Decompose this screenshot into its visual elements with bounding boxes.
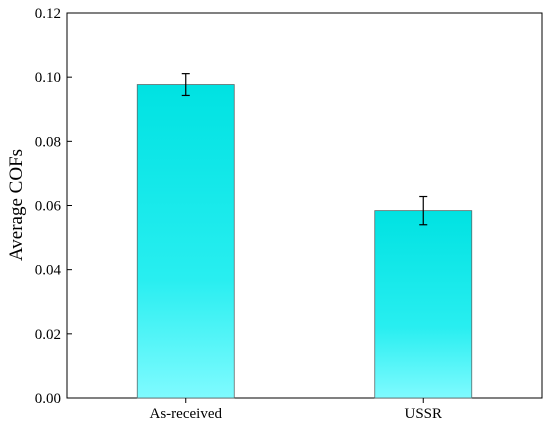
y-tick-label: 0.08 [35, 134, 61, 150]
y-tick-label: 0.00 [35, 391, 61, 407]
y-tick-label: 0.06 [35, 199, 62, 215]
x-tick-label: As-received [150, 406, 223, 422]
y-tick-label: 0.04 [35, 263, 62, 279]
y-tick-label: 0.12 [35, 6, 61, 22]
y-tick-label: 0.02 [35, 327, 61, 343]
x-axis-ticks: As-received USSR [150, 398, 442, 422]
bar [374, 210, 473, 399]
y-axis-ticks: 0.00 0.02 0.04 0.06 0.08 0.10 0.12 [35, 6, 72, 407]
y-axis-title: Average COFs [6, 149, 27, 261]
bar [136, 84, 235, 399]
y-tick-label: 0.10 [35, 70, 61, 86]
bars-layer [136, 73, 473, 399]
x-tick-label: USSR [404, 406, 442, 422]
